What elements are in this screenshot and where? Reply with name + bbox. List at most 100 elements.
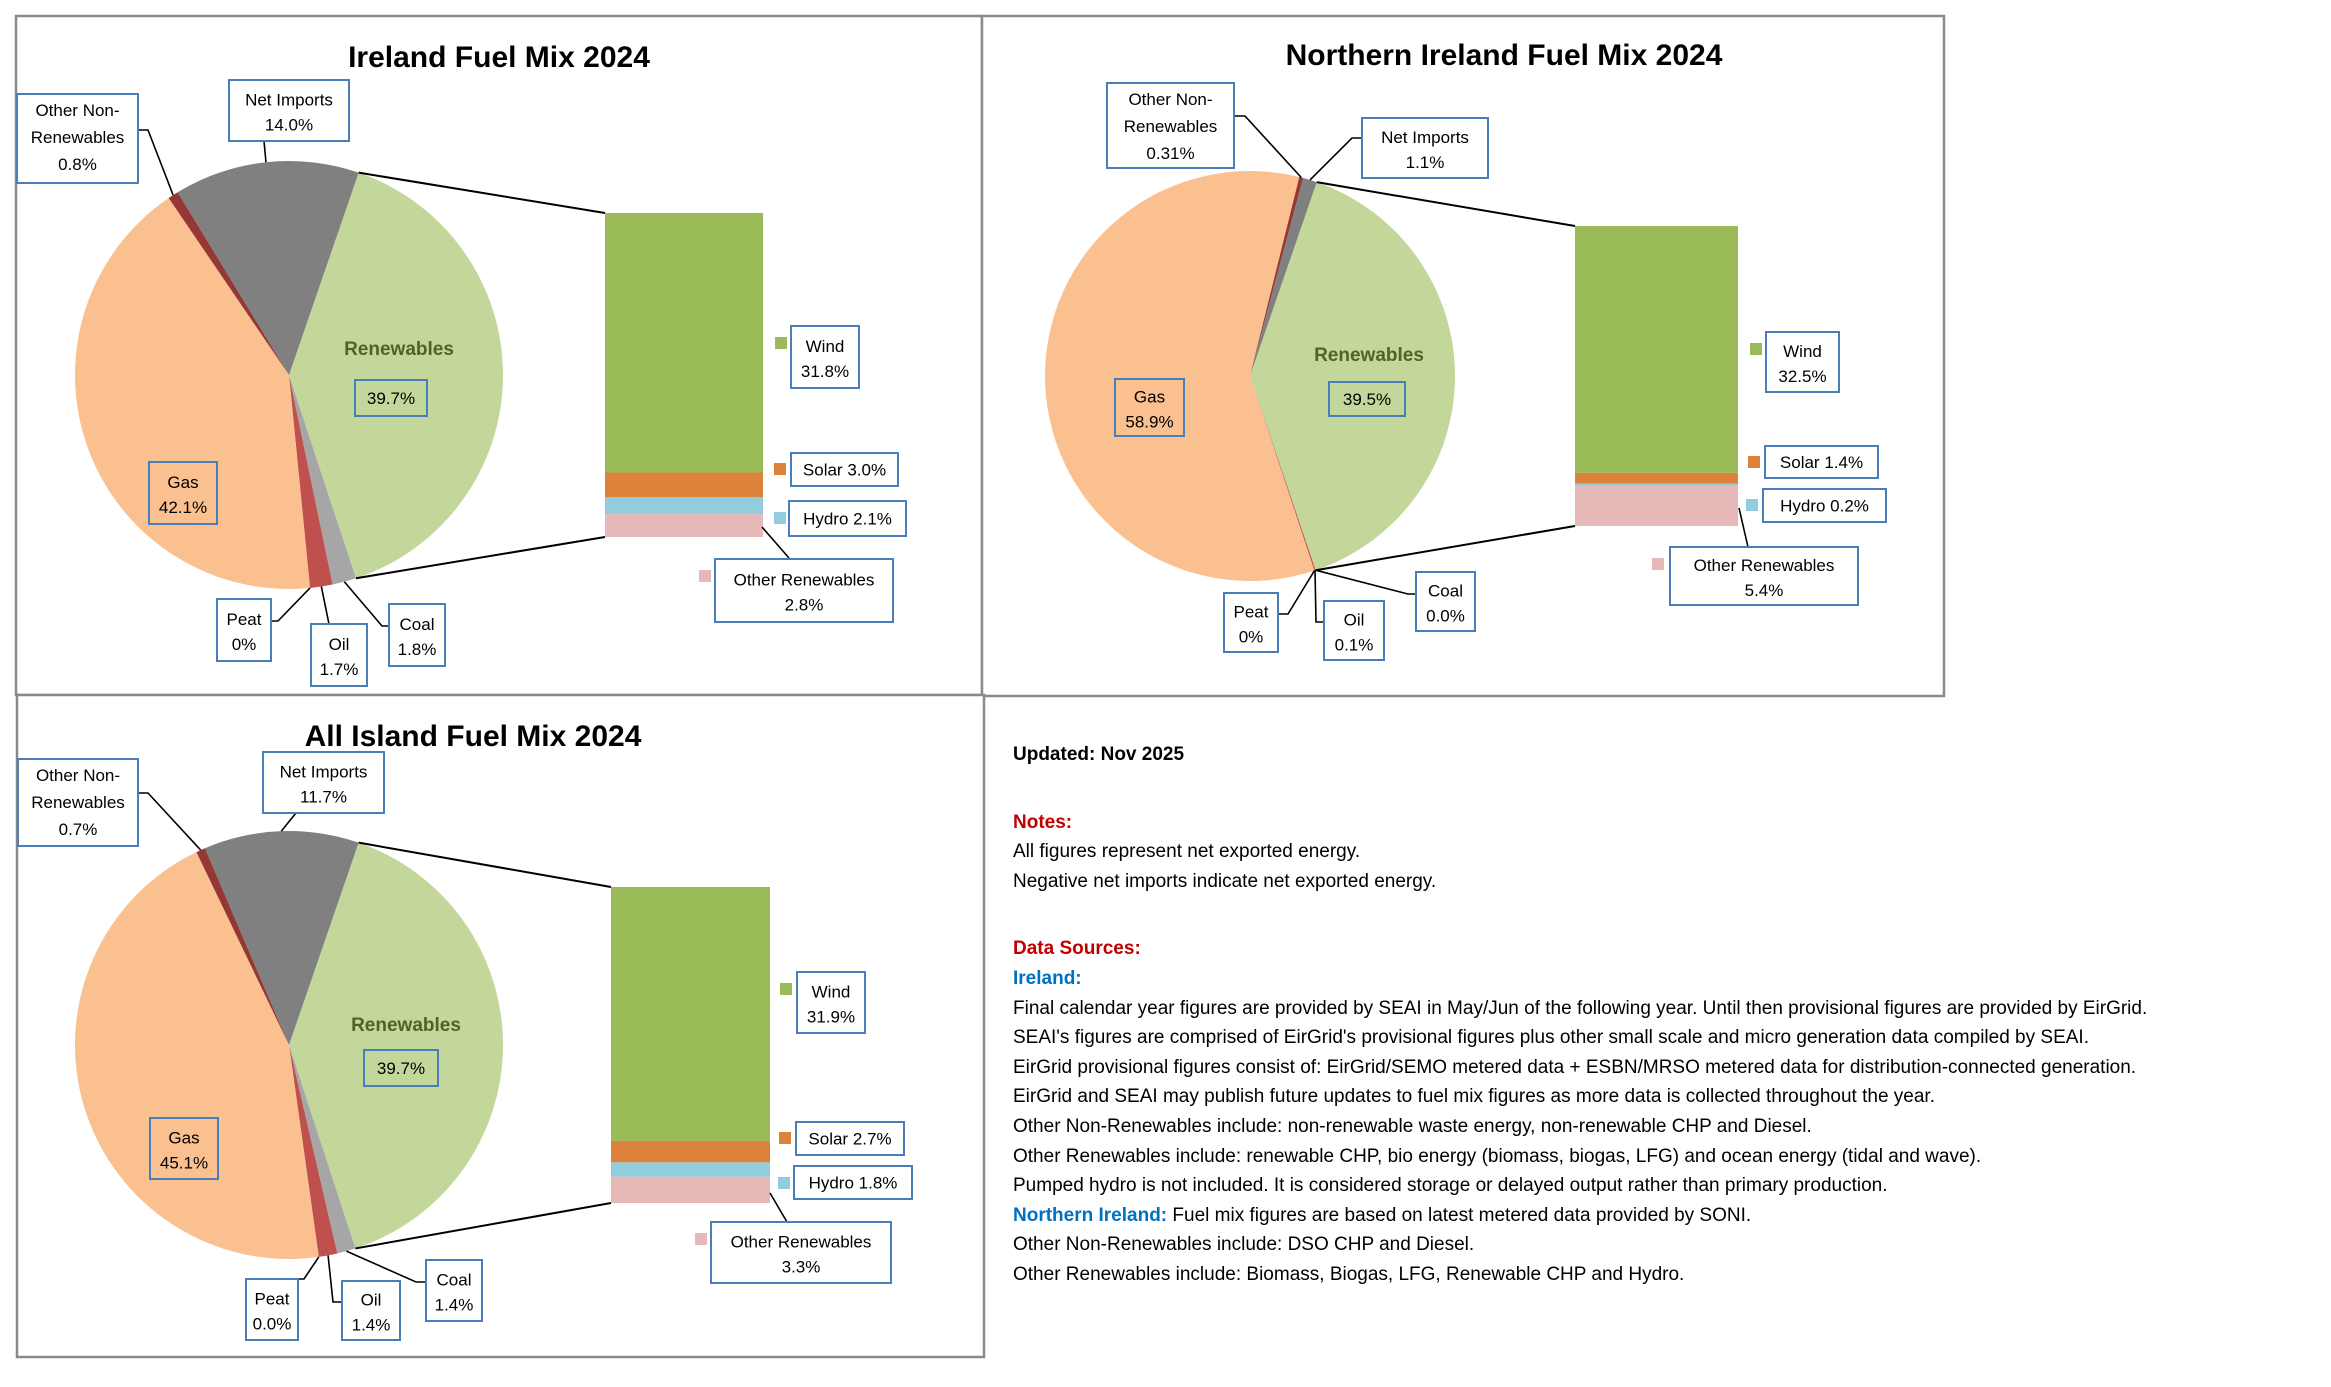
pie-value-oil: 0.1% (1335, 636, 1374, 655)
bar-segment-solar (605, 472, 763, 498)
pie-label-onr: Renewables (1124, 117, 1218, 136)
data-label-box (1328, 381, 1406, 417)
all-island-chart: All Island Fuel Mix 2024 Renewables 39.7% C… (15, 693, 986, 1359)
ni-note: Other Renewables include: Biomass, Bioga… (1013, 1263, 1685, 1285)
notes-line: Negative net imports indicate net export… (1013, 870, 1437, 892)
pie-label-renewables: Renewables (1314, 345, 1424, 366)
legend-swatch-wind (775, 337, 787, 349)
spacer (1013, 770, 2313, 808)
pie-label-coal: Coal (400, 615, 435, 634)
bar-segment-wind (1575, 226, 1738, 473)
ireland-note: Other Non-Renewables include: non-renewa… (1013, 1115, 1812, 1137)
pie-label-onr: Other Non- (36, 766, 120, 785)
data-label-box (148, 461, 218, 525)
ireland-chart: Ireland Fuel Mix 2024 Renewables 39.7% Coal… (14, 14, 984, 697)
pie-slice-oil (1250, 376, 1316, 571)
chart-title: Ireland Fuel Mix 2024 (348, 41, 650, 74)
breakdown-bar (1575, 226, 1738, 526)
bar-segment-otherren (611, 1176, 770, 1203)
data-label-box (788, 500, 907, 537)
bar-value-otherren: 2.8% (785, 596, 824, 615)
pie-value-coal: 1.4% (435, 1296, 474, 1315)
bar-segment-solar (1575, 472, 1738, 484)
pie-value-gas: 42.1% (159, 498, 207, 517)
pie-slice-gas (1045, 171, 1315, 581)
leader-line (761, 526, 790, 559)
data-label-box (795, 1121, 905, 1156)
bar-label-wind: Wind (1783, 342, 1822, 361)
pie-label-peat: Peat (1234, 603, 1269, 622)
legend-swatch-otherren (695, 1233, 707, 1245)
legend-swatch-hydro (1746, 499, 1758, 511)
leader-line (263, 140, 267, 163)
pie-label-onr: Other Non- (1128, 90, 1212, 109)
bar-label-hydro: Hydro 2.1% (803, 510, 892, 529)
connector-line-top (358, 171, 606, 214)
leader-line (1738, 507, 1749, 548)
leader-line (1314, 570, 1324, 623)
leader-line (769, 1192, 788, 1223)
data-label-box (363, 1049, 439, 1087)
pie-slice-gas (74, 852, 319, 1259)
pie-value-coal: 0.0% (1426, 607, 1465, 626)
pie-value-gas: 58.9% (1125, 413, 1173, 432)
ni-note-line: Northern Ireland: Fuel mix figures are b… (1013, 1201, 2313, 1231)
ireland-note: SEAI's figures are comprised of EirGrid'… (1013, 1027, 2089, 1049)
legend-swatch-solar (1748, 456, 1760, 468)
bar-label-hydro: Hydro 1.8% (809, 1174, 898, 1193)
data-label-box (228, 79, 350, 142)
leader-line (327, 1255, 342, 1303)
pie (74, 830, 504, 1259)
ireland-note: EirGrid and SEAI may publish future upda… (1013, 1086, 1935, 1108)
pie-slice-coal (289, 375, 356, 585)
leader-line (1278, 570, 1316, 615)
bar-segment-otherren (1575, 484, 1738, 526)
bar-label-otherren: Other Renewables (734, 571, 875, 590)
pie-value-peat: 0.0% (253, 1315, 292, 1334)
leader-line (343, 581, 389, 627)
bar-segment-hydro (1575, 483, 1738, 485)
data-label-value: 39.5% (1343, 390, 1391, 409)
pie-slice-onr (1250, 177, 1304, 376)
data-label-box (1106, 82, 1235, 169)
chart-title: Northern Ireland Fuel Mix 2024 (1286, 39, 1723, 72)
leader-line (346, 1250, 426, 1283)
leader-line (1309, 137, 1362, 181)
pie-slice-gas (74, 198, 311, 590)
data-label-box (1669, 546, 1859, 606)
data-label-box (796, 971, 866, 1034)
data-label-box (16, 93, 139, 184)
ireland-note: Other Renewables include: renewable CHP,… (1013, 1145, 1982, 1167)
legend-swatch-otherren (699, 570, 711, 582)
pie-label-imports: Net Imports (280, 763, 368, 782)
pie (74, 160, 503, 590)
pie-slice-renewables (1250, 182, 1455, 571)
pie-label-coal: Coal (437, 1271, 472, 1290)
data-label-box (310, 623, 368, 687)
pie (1045, 171, 1455, 581)
legend-swatch-otherren (1652, 558, 1664, 570)
data-label-box (341, 1280, 401, 1341)
pie-slice-onr (196, 848, 289, 1045)
data-label-box (1114, 378, 1185, 437)
updated-date: Updated: Nov 2025 (1013, 744, 1185, 765)
bar-segment-hydro (611, 1162, 770, 1177)
bar-value-wind: 31.9% (807, 1008, 855, 1027)
pie-slice-renewables (289, 172, 503, 579)
data-label-box (1415, 571, 1476, 632)
data-label-box (1762, 488, 1887, 523)
pie-label-coal: Coal (1428, 582, 1463, 601)
pie-value-oil: 1.7% (320, 660, 359, 679)
leader-line (1234, 115, 1302, 179)
pie-label-imports: Net Imports (245, 91, 333, 110)
bar-segment-otherren (605, 514, 763, 537)
data-label-box (714, 558, 894, 623)
pie-label-gas: Gas (168, 1129, 199, 1148)
bar-label-hydro: Hydro 0.2% (1780, 497, 1869, 516)
data-label-box (790, 325, 860, 389)
bar-label-solar: Solar 3.0% (803, 461, 886, 480)
leader-line (298, 1256, 320, 1280)
bar-label-wind: Wind (806, 337, 845, 356)
connector-line-bottom (1315, 525, 1576, 572)
